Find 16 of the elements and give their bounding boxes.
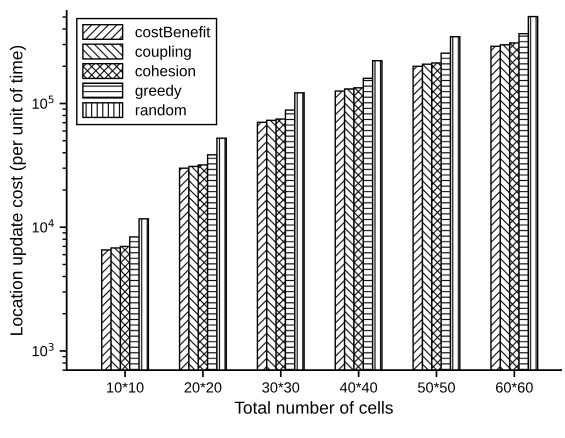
x-tick-label: 50*50 [418,382,455,393]
x-tick-label: 60*60 [496,382,533,393]
x-tick-label: 20*20 [184,382,222,393]
legend-label: greedy [135,84,182,99]
legend-label: coupling [135,46,191,60]
legend-label: cohesion [135,65,195,76]
y-tick-label: 10$^{5}$ [32,96,54,109]
legend-label: costBenefit [135,26,210,38]
x-tick-label: 10*10 [107,382,144,393]
y-tick-label: 10$^{4}$ [32,219,54,233]
x-tick-label: 30*30 [262,382,300,393]
legend-label: random [136,104,186,116]
y-tick-label: 10$^{3}$ [32,342,54,356]
y-axis-title: Location update cost (per unit of time) [10,46,26,335]
x-tick-label: 40*40 [340,382,378,393]
x-axis-title: Total number of cells [234,401,393,414]
